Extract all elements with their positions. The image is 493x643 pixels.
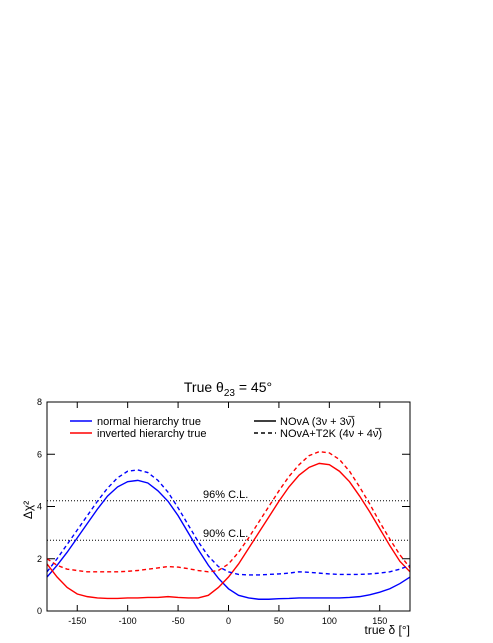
title-subscript: 23 [224, 388, 236, 399]
x-tick-label: -150 [68, 616, 86, 626]
y-tick-label: 0 [37, 606, 42, 616]
y-axis-label: Δχ² [21, 501, 35, 519]
series-line [46, 479, 411, 600]
y-tick-label: 6 [37, 449, 42, 459]
x-tick-label: -50 [172, 616, 185, 626]
legend-label: inverted hierarchy true [97, 428, 206, 440]
title-main: True θ [184, 379, 224, 395]
x-axis-label: true δ [°] [365, 623, 411, 637]
x-tick-label: 150 [372, 616, 387, 626]
x-tick-label: 50 [274, 616, 284, 626]
chart-title: True θ23 = 45° [184, 379, 272, 399]
x-tick-label: 0 [226, 616, 231, 626]
series-line [46, 450, 411, 573]
plot-frame [46, 401, 411, 612]
reference-label: 96% C.L. [203, 489, 248, 501]
series-line [46, 462, 411, 600]
legend-label: normal hierarchy true [97, 416, 201, 428]
legend-label: NOvA+T2K (4ν + 4ν̅) [280, 428, 382, 440]
y-tick-label: 4 [37, 502, 42, 512]
x-tick-label: 100 [322, 616, 337, 626]
title-rest: = 45° [235, 379, 272, 395]
plot-area: -150 -100 -50 0 50 100 150 0 2 4 6 8 96% C.L. 90% C.L… [37, 397, 411, 626]
y-tick-label: 8 [37, 397, 42, 407]
x-tick-label: -100 [119, 616, 137, 626]
legend-label: NOvA (3ν + 3ν̅) [280, 416, 355, 428]
y-tick-label: 2 [37, 554, 42, 564]
reference-label: 90% C.L. [203, 528, 248, 540]
series-line [46, 469, 411, 576]
